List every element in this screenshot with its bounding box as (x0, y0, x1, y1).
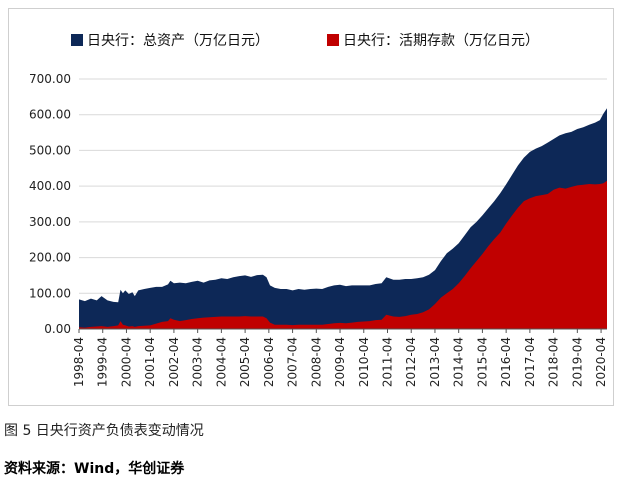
legend-swatch-2 (327, 34, 339, 46)
x-tick-label: 2018-04 (547, 337, 561, 387)
y-tick-label: 600.00 (29, 108, 71, 122)
y-tick-label: 100.00 (29, 286, 71, 300)
area-chart: 0.00 100.00 200.00 300.00 400.00 500.00 600.00… (29, 33, 608, 387)
x-tick-label: 2012-04 (404, 337, 418, 387)
y-tick-label: 700.00 (29, 72, 71, 86)
x-tick-label: 2016-04 (499, 337, 513, 387)
chart-panel: 0.00 100.00 200.00 300.00 400.00 500.00 600.00… (8, 8, 614, 406)
x-tick-label: 2015-04 (475, 337, 489, 387)
y-tick-label: 500.00 (29, 143, 71, 157)
x-tick-label: 2014-04 (452, 337, 466, 387)
y-tick-label: 300.00 (29, 215, 71, 229)
x-tick-label: 2006-04 (262, 337, 276, 387)
series-area-2 (79, 180, 607, 329)
x-tick-label: 2007-04 (286, 337, 300, 387)
x-tick-label: 2000-04 (119, 337, 133, 387)
y-tick-label: 400.00 (29, 179, 71, 193)
x-tick-label: 2009-04 (333, 337, 347, 387)
y-tick-label: 200.00 (29, 251, 71, 265)
x-tick-label: 2020-04 (594, 337, 608, 387)
x-tick-label: 2004-04 (214, 337, 228, 387)
legend-label-2: 日央行：活期存款（万亿日元） (343, 33, 539, 49)
x-tick-label: 2019-04 (570, 337, 584, 387)
x-tick-label: 2008-04 (309, 337, 323, 387)
x-tick-label: 2010-04 (357, 337, 371, 387)
figure-caption: 图 5 日央行资产负债表变动情况 (4, 423, 204, 439)
x-tick-label: 2013-04 (428, 337, 442, 387)
x-tick-label: 2017-04 (523, 337, 537, 387)
x-tick-label: 1998-04 (72, 337, 86, 387)
source-note: 资料来源：Wind，华创证券 (4, 461, 185, 477)
x-tick-label: 2005-04 (238, 337, 252, 387)
x-tick-label: 2003-04 (191, 337, 205, 387)
x-tick-label: 2002-04 (167, 337, 181, 387)
legend-swatch-1 (71, 34, 83, 46)
x-tick-label: 1999-04 (96, 337, 110, 387)
legend-label-1: 日央行：总资产（万亿日元） (87, 33, 269, 49)
x-tick-label: 2001-04 (143, 337, 157, 387)
x-tick-label: 2011-04 (380, 337, 394, 387)
y-tick-label: 0.00 (44, 322, 71, 336)
